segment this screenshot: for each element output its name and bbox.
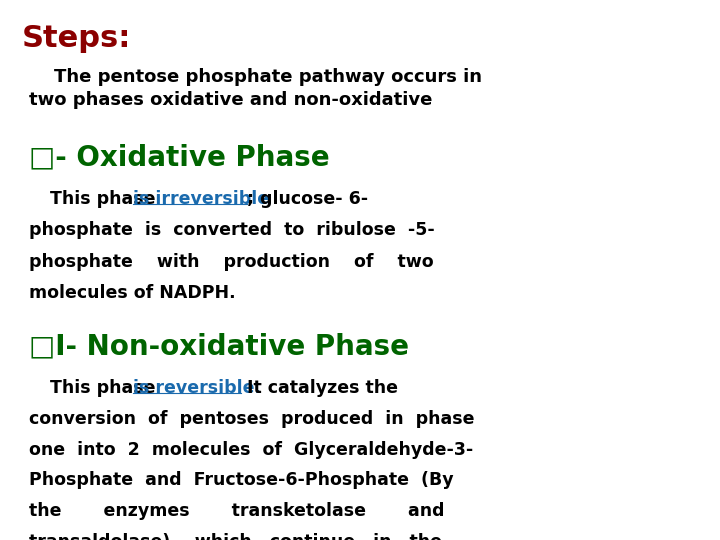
Text: ; glucose- 6-: ; glucose- 6-: [247, 190, 368, 208]
Text: Phosphate  and  Fructose-6-Phosphate  (By: Phosphate and Fructose-6-Phosphate (By: [29, 471, 454, 489]
Text: □- Oxidative Phase: □- Oxidative Phase: [29, 143, 330, 171]
Text: one  into  2  molecules  of  Glyceraldehyde-3-: one into 2 molecules of Glyceraldehyde-3…: [29, 441, 473, 458]
Text: phosphate    with    production    of    two: phosphate with production of two: [29, 253, 433, 271]
Text: This phase: This phase: [50, 190, 162, 208]
Text: is reversible.: is reversible.: [133, 379, 261, 397]
Text: The pentose phosphate pathway occurs in
two phases oxidative and non-oxidative: The pentose phosphate pathway occurs in …: [29, 68, 482, 109]
Text: phosphate  is  converted  to  ribulose  -5-: phosphate is converted to ribulose -5-: [29, 221, 435, 239]
Text: transaldolase),   which   continue   in   the: transaldolase), which continue in the: [29, 533, 442, 540]
Text: This phase: This phase: [50, 379, 162, 397]
Text: Steps:: Steps:: [22, 24, 131, 53]
Text: □I- Non-oxidative Phase: □I- Non-oxidative Phase: [29, 332, 409, 360]
Text: It catalyzes the: It catalyzes the: [241, 379, 398, 397]
Text: is irreversible: is irreversible: [133, 190, 269, 208]
Text: conversion  of  pentoses  produced  in  phase: conversion of pentoses produced in phase: [29, 410, 474, 428]
Text: molecules of NADPH.: molecules of NADPH.: [29, 284, 235, 302]
Text: the       enzymes       transketolase       and: the enzymes transketolase and: [29, 502, 444, 520]
